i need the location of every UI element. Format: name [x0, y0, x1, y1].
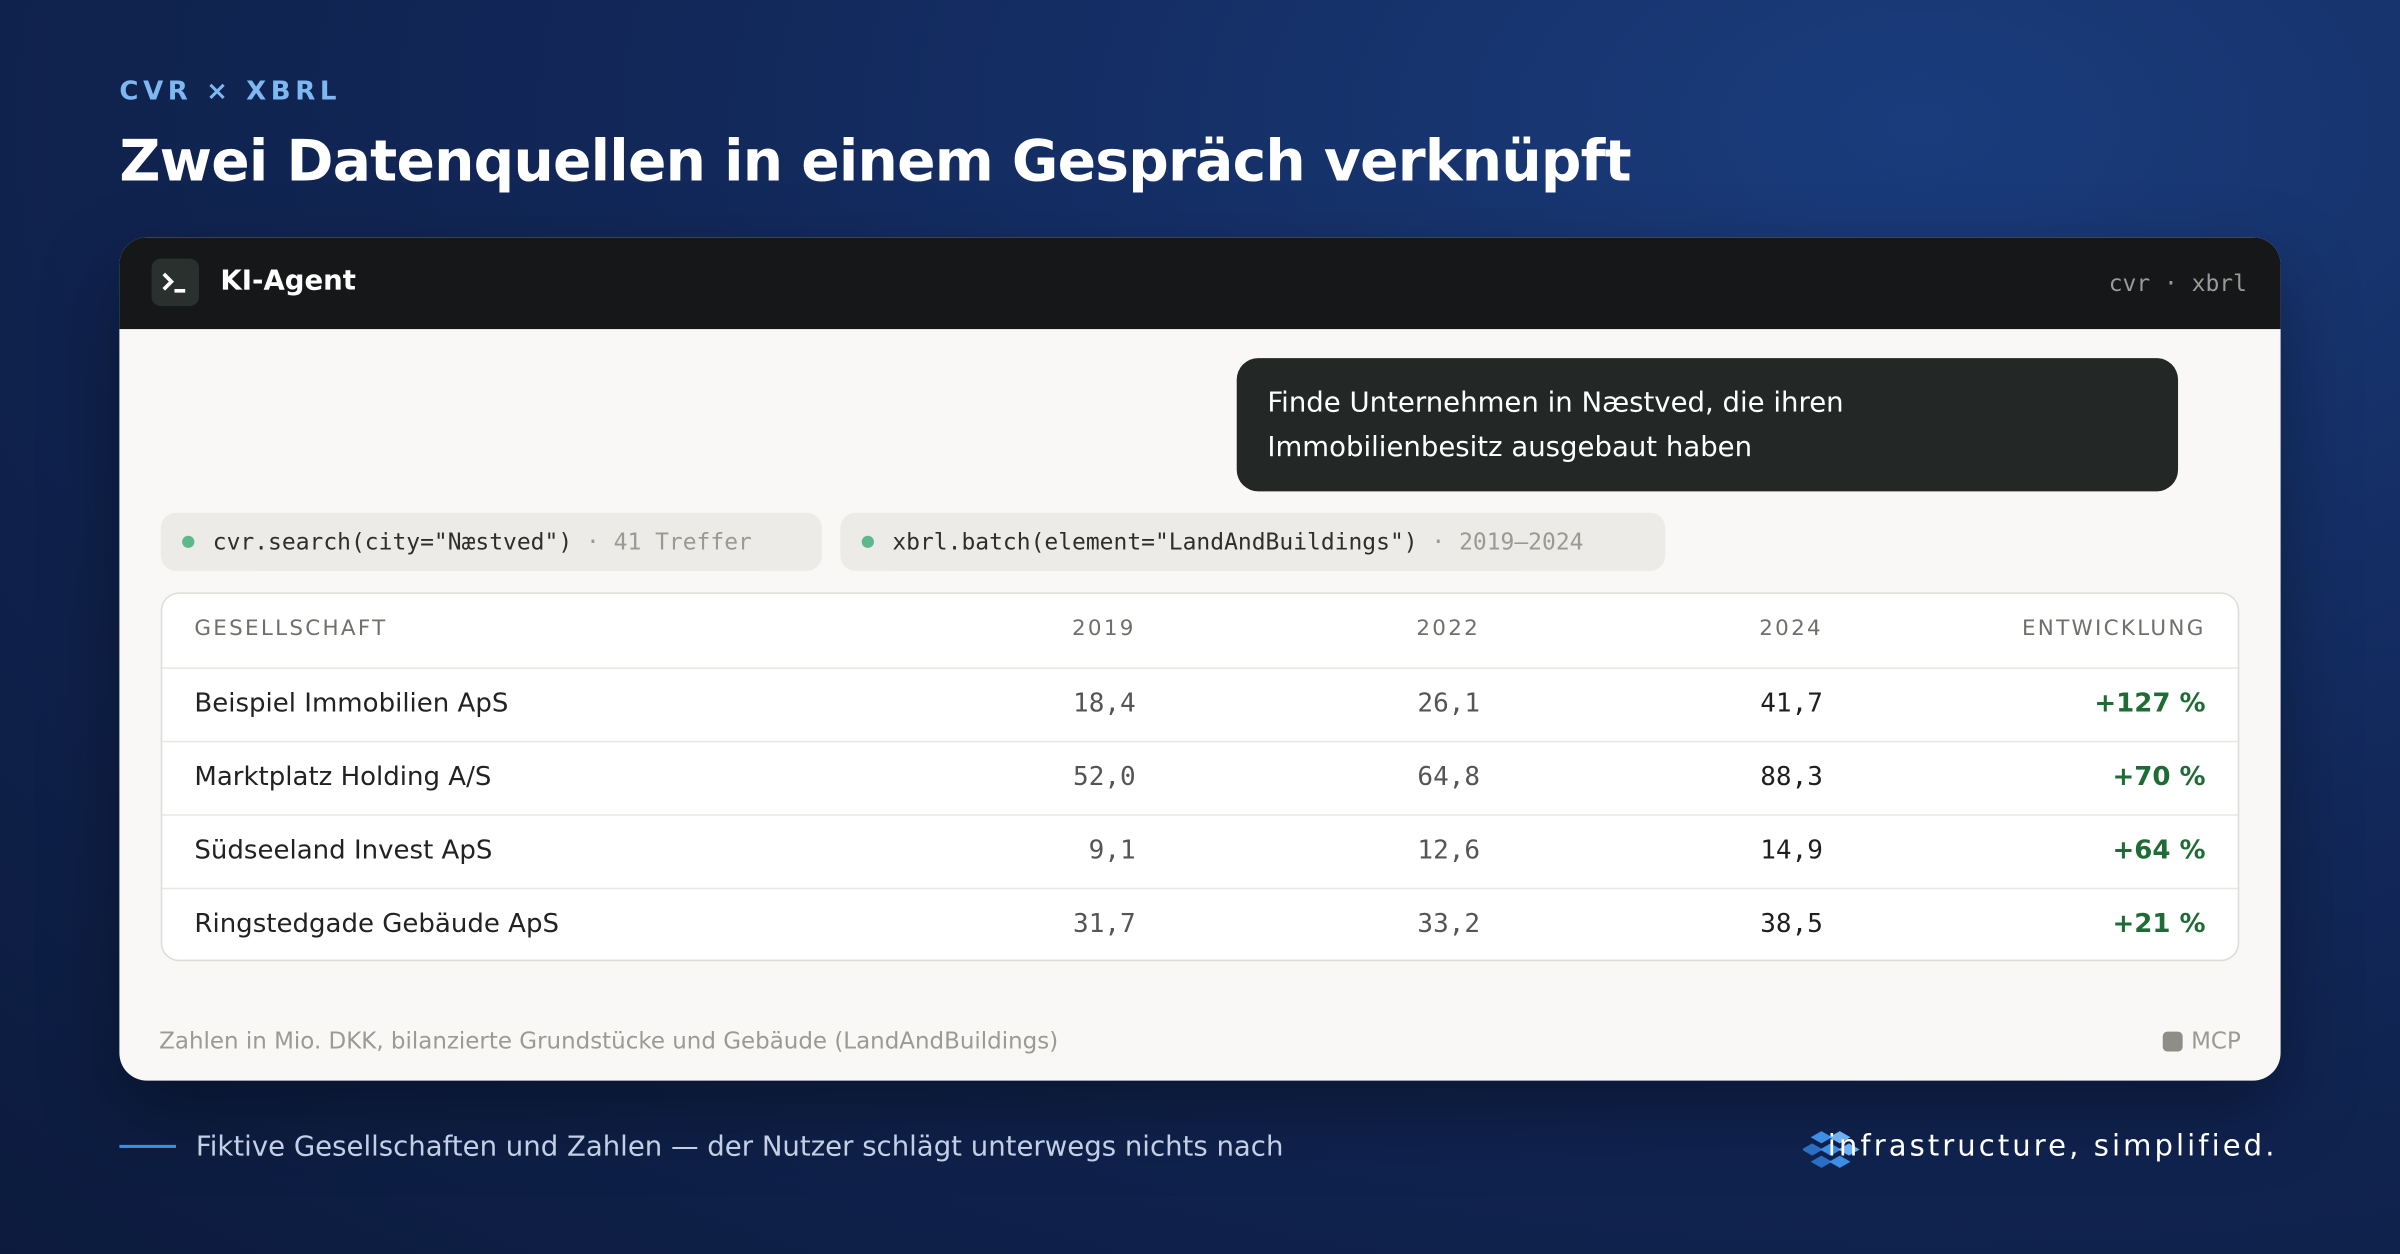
column-header: 2019 — [1071, 616, 1136, 642]
tool-call: cvr.search(city="Næstved") · 41 Treffer — [160, 512, 822, 571]
value-cell: 18,4 — [1073, 688, 1136, 720]
value-cell: 31,7 — [1073, 909, 1136, 940]
window-tags: cvr · xbrl — [2108, 269, 2247, 297]
value-cell: 88,3 — [1760, 762, 1823, 793]
tool-call: xbrl.batch(element="LandAndBuildings") ·… — [840, 512, 1666, 571]
brand: infrastructure, simplified. — [1827, 1129, 2278, 1164]
tool-call-text: xbrl.batch(element="LandAndBuildings") — [892, 528, 1418, 556]
eyebrow: CVR × XBRL — [119, 76, 342, 108]
tool-call-meta: · 2019–2024 — [1431, 528, 1584, 556]
table-row: Südseeland Invest ApS 9,1 12,6 14,9 +64 % — [162, 814, 2238, 889]
tool-call-text: cvr.search(city="Næstved") — [212, 528, 573, 556]
badge-text: MCP — [2191, 1027, 2241, 1055]
window-header: KI-Agent cvr · xbrl — [119, 237, 2281, 330]
footnote: Zahlen in Mio. DKK, bilanzierte Grundstü… — [159, 1027, 1059, 1055]
footer-caption: Fiktive Gesellschaften und Zahlen — der … — [195, 1131, 1284, 1164]
column-header: 2022 — [1416, 616, 1481, 642]
company-name: Ringstedgade Gebäude ApS — [194, 909, 560, 940]
value-cell: 41,7 — [1760, 688, 1823, 720]
value-cell: 38,5 — [1760, 909, 1823, 940]
result-table: GESELLSCHAFT 2019 2022 2024 ENTWICKLUNG Beisp… — [160, 592, 2240, 962]
value-cell: 9,1 — [1088, 835, 1136, 867]
value-cell: 12,6 — [1417, 835, 1481, 867]
company-name: Südseeland Invest ApS — [194, 835, 493, 867]
table-row: Marktplatz Holding A/S 52,0 64,8 88,3 +70 % — [162, 740, 2238, 816]
value-cell: 14,9 — [1760, 835, 1823, 867]
company-name: Beispiel Immobilien ApS — [194, 688, 509, 720]
value-cell: 26,1 — [1417, 688, 1481, 720]
column-header: 2024 — [1759, 616, 1823, 642]
table-row: Beispiel Immobilien ApS 18,4 26,1 41,7 +127 … — [162, 667, 2238, 742]
growth: +127 % — [2094, 688, 2206, 720]
value-cell: 64,8 — [1417, 762, 1481, 793]
growth: +21 % — [2112, 909, 2206, 940]
window-title: KI-Agent — [220, 264, 356, 297]
terminal-icon — [151, 258, 199, 307]
user-message: Finde Unternehmen in Næstved, die ihren … — [1236, 358, 2179, 492]
agent-window: KI-Agent cvr · xbrl Finde Unternehmen in… — [119, 237, 2281, 1081]
growth: +70 % — [2112, 762, 2206, 793]
mcp-badge: MCP — [2162, 1027, 2241, 1055]
header-row: GESELLSCHAFT 2019 2022 2024 ENTWICKLUNG — [162, 594, 2237, 667]
brand-logo — [1803, 1131, 1860, 1168]
column-header: ENTWICKLUNG — [2021, 616, 2206, 642]
caption-rule — [119, 1144, 177, 1148]
value-cell: 33,2 — [1417, 909, 1481, 940]
company-name: Marktplatz Holding A/S — [194, 762, 492, 793]
table-row: Ringstedgade Gebäude ApS 31,7 33,2 38,5 +21 … — [162, 887, 2238, 960]
value-cell: 52,0 — [1073, 762, 1136, 793]
growth: +64 % — [2112, 835, 2206, 867]
title: Zwei Datenquellen in einem Gespräch verk… — [119, 128, 1631, 195]
tool-call-meta: · 41 Treffer — [585, 528, 752, 556]
column-header: GESELLSCHAFT — [194, 616, 388, 642]
